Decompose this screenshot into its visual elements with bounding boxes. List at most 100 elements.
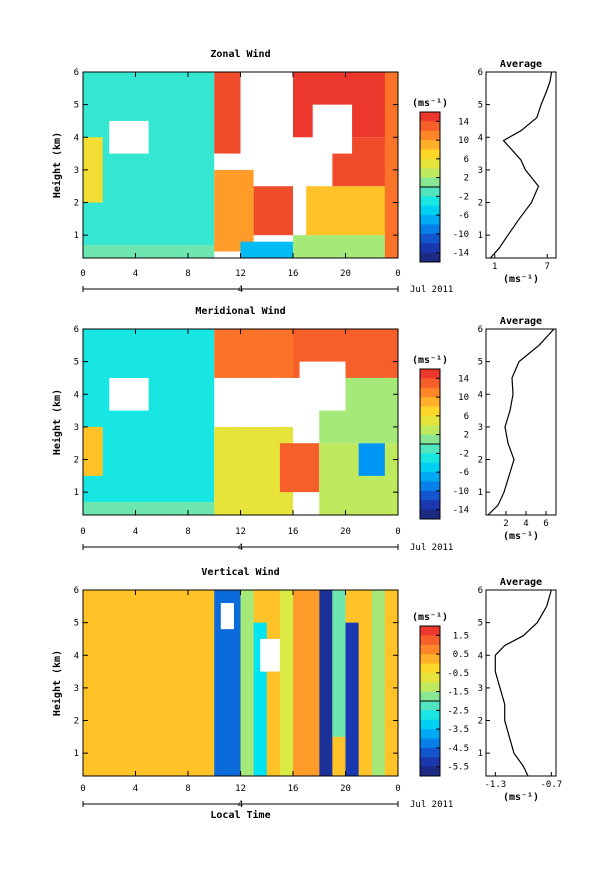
- profile-y-tick-label: 4: [478, 390, 483, 400]
- colorbar-swatch: [420, 140, 440, 150]
- x-tick-label: 16: [288, 527, 299, 537]
- profile-y-tick-label: 4: [478, 133, 483, 143]
- profile-y-tick-label: 2: [478, 199, 483, 209]
- profile-y-tick-label: 1: [478, 231, 483, 241]
- heatmap-cell: [83, 426, 103, 476]
- heatmap-cell: [83, 137, 103, 203]
- colorbar-tick-label: -14: [453, 249, 469, 259]
- profile-x-tick-label: 2: [503, 519, 508, 529]
- colorbar-swatch: [420, 682, 440, 693]
- colorbar-swatch: [420, 710, 440, 721]
- missing-data-cell: [240, 104, 280, 161]
- heatmap-cell: [332, 590, 346, 737]
- colorbar-swatch: [420, 215, 440, 225]
- x-tick-label: 16: [288, 269, 299, 279]
- colorbar-swatch: [420, 434, 440, 445]
- colorbar-swatch: [420, 453, 440, 464]
- colorbar-swatch: [420, 701, 440, 711]
- colorbar-tick-label: 6: [464, 412, 469, 422]
- profile-y-tick-label: 2: [478, 717, 483, 727]
- colorbar-swatch: [420, 757, 440, 768]
- profile-y-tick-label: 4: [478, 651, 483, 661]
- profile-frame: [485, 71, 557, 259]
- colorbar-tick-label: -2: [458, 449, 469, 459]
- missing-data-cell: [109, 120, 149, 154]
- x-tick-label: 20: [340, 784, 351, 794]
- heatmap-cell: [253, 186, 293, 236]
- missing-data-cell: [299, 361, 346, 411]
- x-tick-label: 0: [395, 784, 400, 794]
- colorbar-swatch: [420, 406, 440, 417]
- profile-title: Average: [500, 577, 542, 588]
- colorbar-swatch: [420, 509, 440, 520]
- y-axis-label: Height (km): [51, 132, 63, 198]
- colorbar-tick-label: -2: [458, 192, 469, 202]
- colorbar-unit: (ms⁻¹): [412, 355, 448, 366]
- missing-data-cell: [260, 638, 280, 672]
- heatmap-cell: [371, 590, 385, 776]
- heatmap-cell: [214, 329, 293, 378]
- x-tick-label: 0: [395, 269, 400, 279]
- colorbar-swatch: [420, 472, 440, 482]
- x-tick-label: 16: [288, 784, 299, 794]
- heatmap-cell: [306, 186, 398, 236]
- heatmap-cell: [240, 241, 293, 258]
- heatmap-cell: [345, 622, 359, 776]
- profile-y-tick-label: 1: [478, 488, 483, 498]
- profile-x-axis-label: (ms⁻¹): [503, 792, 539, 803]
- profile-y-tick-label: 6: [478, 325, 483, 335]
- y-tick-label: 2: [74, 199, 79, 209]
- profile-title: Average: [500, 316, 542, 327]
- x-tick-label: 8: [185, 269, 190, 279]
- missing-data-cell: [227, 377, 280, 427]
- profile-x-tick-label: 7: [545, 262, 550, 272]
- colorbar-tick-label: -6: [458, 468, 469, 478]
- heatmap-cell: [214, 72, 241, 154]
- y-tick-label: 3: [74, 684, 79, 694]
- colorbar-swatch: [420, 462, 440, 473]
- colorbar-tick-label: 0.5: [453, 650, 469, 660]
- colorbar-tick-label: -14: [453, 506, 469, 516]
- heatmap-area: [83, 590, 398, 776]
- heatmap-cell: [319, 590, 333, 776]
- profile-y-tick-label: 3: [478, 423, 483, 433]
- colorbar-swatch: [420, 490, 440, 501]
- colorbar-swatch: [420, 481, 440, 492]
- y-tick-label: 5: [74, 101, 79, 111]
- colorbar-swatch: [420, 747, 440, 758]
- date-axis-day: 4: [238, 285, 243, 295]
- colorbar-tick-label: 10: [458, 136, 469, 146]
- colorbar-swatch: [420, 149, 440, 160]
- colorbar-unit: (ms⁻¹): [412, 612, 448, 623]
- colorbar-swatch: [420, 635, 440, 646]
- profile-y-tick-label: 5: [478, 101, 483, 111]
- colorbar-tick-label: -3.5: [447, 725, 469, 735]
- heatmap-area: [83, 329, 398, 515]
- colorbar-tick-label: 2: [464, 431, 469, 441]
- chart-title: Meridional Wind: [195, 305, 285, 317]
- x-tick-label: 12: [235, 784, 246, 794]
- colorbar-swatch: [420, 387, 440, 398]
- y-tick-label: 3: [74, 166, 79, 176]
- colorbar-tick-label: 10: [458, 393, 469, 403]
- profile-frame: [485, 589, 557, 777]
- date-axis-day: 4: [238, 800, 243, 810]
- profile-line: [487, 328, 555, 516]
- colorbar-swatch: [420, 738, 440, 749]
- colorbar-tick-label: 2: [464, 174, 469, 184]
- colorbar-tick-label: 1.5: [453, 631, 469, 641]
- y-tick-label: 6: [74, 68, 79, 78]
- colorbar-swatch: [420, 378, 440, 389]
- colorbar-swatch: [420, 112, 440, 122]
- x-tick-label: 4: [133, 269, 138, 279]
- date-axis-label: Jul 2011: [410, 800, 453, 810]
- colorbar-tick-label: -1.5: [447, 688, 469, 698]
- heatmap-cell: [83, 72, 215, 258]
- y-tick-label: 1: [74, 231, 79, 241]
- x-tick-label: 8: [185, 784, 190, 794]
- colorbar-tick-label: 14: [458, 117, 469, 127]
- colorbar-tick-label: -4.5: [447, 744, 469, 754]
- profile-x-axis-label: (ms⁻¹): [503, 274, 539, 285]
- heatmap-cell: [279, 443, 320, 493]
